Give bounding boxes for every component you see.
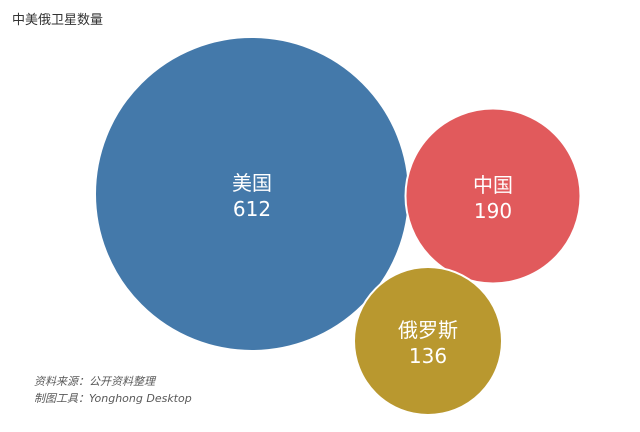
bubble-value-1: 190 xyxy=(474,199,512,223)
bubble-1 xyxy=(404,107,582,285)
source-note: 资料来源：公开资料整理 xyxy=(34,375,155,388)
bubble-label-1: 中国 xyxy=(473,173,513,197)
tool-note: 制图工具：Yonghong Desktop xyxy=(34,392,192,405)
bubble-2 xyxy=(353,266,503,416)
bubble-label-0: 美国 xyxy=(232,171,272,195)
bubble-value-0: 612 xyxy=(233,197,271,221)
bubble-value-2: 136 xyxy=(409,344,447,368)
bubble-label-2: 俄罗斯 xyxy=(398,318,458,342)
chart-title: 中美俄卫星数量 xyxy=(12,13,104,28)
